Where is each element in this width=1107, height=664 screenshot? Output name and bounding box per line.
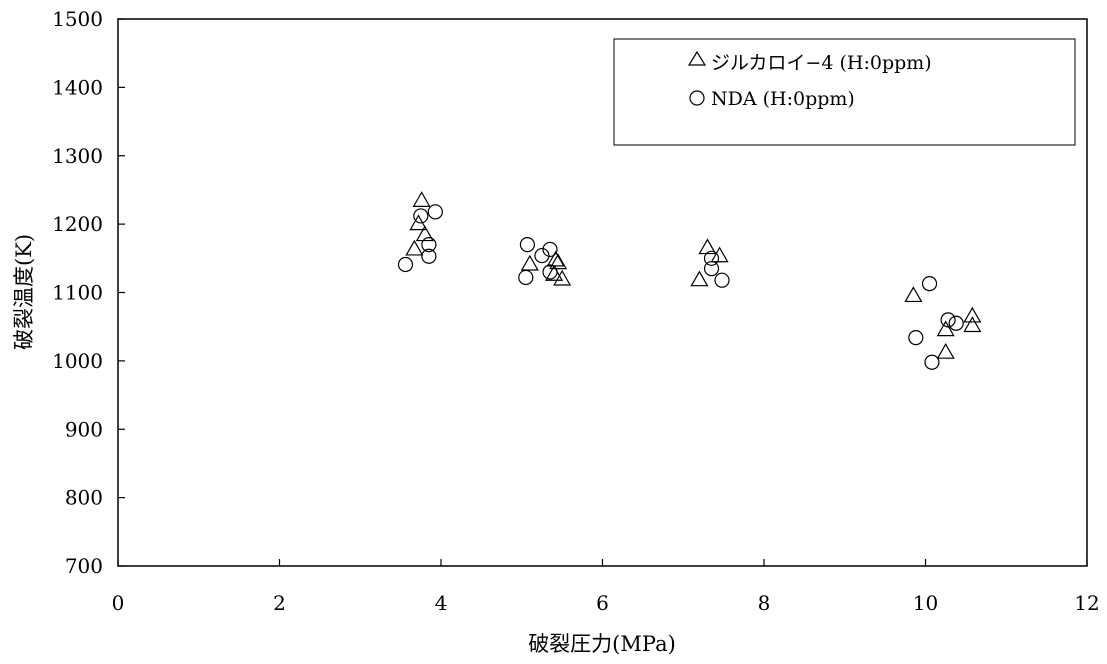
- nda-data-point: [518, 269, 534, 286]
- zircaloy-data-point: [412, 191, 431, 207]
- zircaloy-data-point: [936, 342, 955, 359]
- nda-data-point: [421, 237, 437, 253]
- nda-data-point: [948, 315, 964, 331]
- x-axis: 0 2 4 6 8 10 12: [112, 559, 1100, 615]
- zircaloy-data-point: [549, 253, 568, 270]
- x-tick-label: 8: [758, 591, 771, 615]
- y-tick-label: 1200: [52, 212, 103, 236]
- zircaloy-data-point: [904, 286, 923, 303]
- y-tick-label: 1400: [52, 75, 103, 99]
- zircaloy-data-point: [963, 316, 982, 333]
- nda-data-point: [397, 256, 414, 273]
- zircaloy-data-point: [415, 225, 434, 242]
- nda-data-point: [921, 276, 938, 292]
- nda-data-point: [519, 237, 536, 253]
- nda-data-point: [427, 204, 443, 220]
- x-tick-label: 10: [913, 591, 938, 615]
- zircaloy-data-point: [690, 270, 709, 287]
- x-tick-label: 2: [273, 591, 286, 615]
- nda-data-point: [413, 208, 429, 224]
- nda-data-point: [703, 260, 720, 277]
- nda-data-point: [542, 264, 558, 280]
- legend-label-nda: NDA (H:0ppm): [711, 88, 855, 110]
- zircaloy-data-point: [710, 246, 729, 263]
- zircaloy-data-point: [698, 238, 717, 255]
- y-tick-label: 1100: [52, 281, 103, 305]
- legend-box: [613, 38, 1076, 146]
- legend-triangle-marker: [687, 50, 707, 66]
- x-tick-label: 0: [112, 591, 125, 615]
- y-tick-label: 1300: [52, 144, 103, 168]
- nda-data-point: [924, 354, 940, 370]
- nda-data-point: [940, 312, 956, 328]
- zircaloy-data-point: [936, 320, 955, 337]
- y-tick-label: 900: [65, 417, 103, 441]
- legend-circle-marker: [689, 90, 705, 106]
- zircaloy-data-point: [546, 250, 565, 267]
- zircaloy-data-point: [405, 239, 424, 256]
- y-axis-title: 破裂温度(K): [12, 234, 36, 350]
- zircaloy-data-point: [963, 306, 982, 323]
- nda-data-point: [703, 250, 720, 266]
- nda-data-point: [421, 248, 437, 264]
- y-axis: 700 800 900 1000 1100 1200 1300 1400 1500: [52, 7, 125, 578]
- nda-data-point: [542, 241, 558, 258]
- legend: ジルカロイ−4 (H:0ppm) NDA (H:0ppm): [613, 38, 1076, 146]
- y-tick-label: 700: [65, 554, 103, 578]
- nda-data-point: [908, 330, 924, 346]
- x-tick-label: 6: [596, 591, 609, 615]
- data-points: [397, 191, 982, 370]
- zircaloy-data-point: [520, 254, 539, 271]
- x-tick-label: 4: [435, 591, 448, 615]
- nda-data-point: [534, 247, 550, 264]
- legend-label-zircaloy: ジルカロイ−4 (H:0ppm): [711, 52, 932, 74]
- y-tick-label: 1500: [52, 7, 103, 31]
- zircaloy-data-point: [545, 265, 564, 281]
- x-tick-label: 12: [1074, 591, 1099, 615]
- x-axis-title: 破裂圧力(MPa): [528, 632, 676, 656]
- zircaloy-data-point: [553, 269, 572, 286]
- y-tick-label: 800: [65, 486, 103, 510]
- y-tick-label: 1000: [52, 349, 103, 373]
- nda-data-point: [714, 272, 730, 288]
